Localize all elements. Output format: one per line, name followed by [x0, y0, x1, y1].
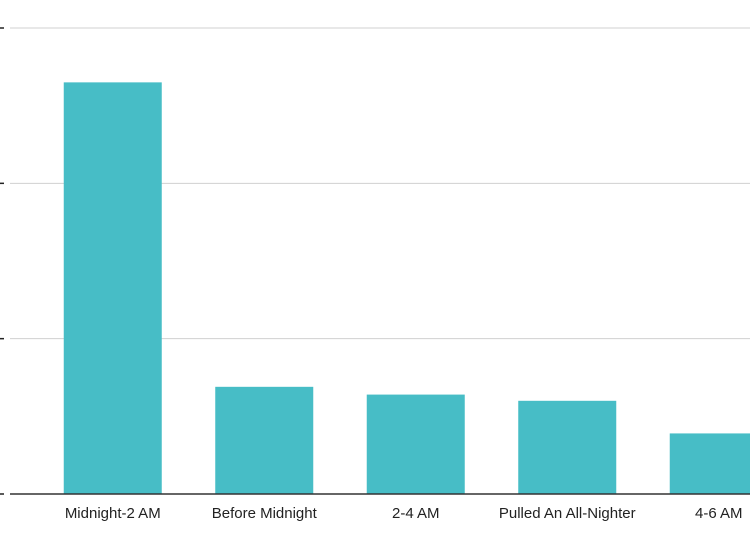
x-tick-label: Pulled An All-Nighter	[499, 505, 636, 522]
x-tick-label: Before Midnight	[212, 505, 318, 522]
x-tick-label: 2-4 AM	[392, 505, 440, 522]
bar	[669, 433, 750, 494]
bar	[366, 394, 465, 494]
x-tick-label: Midnight-2 AM	[65, 505, 161, 522]
bar	[518, 400, 617, 494]
x-tick-label: 4-6 AM	[695, 505, 743, 522]
bar	[63, 82, 162, 494]
bar	[215, 386, 314, 494]
